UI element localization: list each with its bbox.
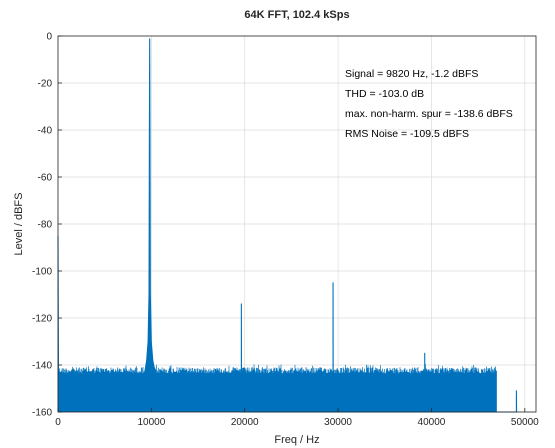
axis-ticks: 0 10000 20000 30000 40000 50000 0 -20 -40 -60 -80 -… (32, 32, 539, 429)
y-tick-label: -20 (38, 79, 53, 90)
y-tick-label: -100 (32, 267, 52, 278)
y-tick-label: -60 (38, 173, 53, 184)
annotation-block: Signal = 9820 Hz, -1.2 dBFS THD = -103.0… (345, 68, 513, 140)
annotation-thd: THD = -103.0 dB (345, 88, 424, 100)
noise-floor (57, 364, 497, 412)
chart-title: 64K FFT, 102.4 kSps (244, 9, 349, 21)
x-tick-label: 0 (55, 417, 61, 428)
x-tick-label: 30000 (324, 417, 352, 428)
x-tick-label: 40000 (418, 417, 446, 428)
fundamental-peak (142, 38, 158, 412)
y-tick-label: -80 (38, 220, 53, 231)
annotation-spur: max. non-harm. spur = -138.6 dBFS (345, 108, 513, 120)
x-tick-label: 20000 (231, 417, 259, 428)
y-tick-label: -40 (38, 126, 53, 137)
x-tick-label: 10000 (137, 417, 165, 428)
y-tick-label: -140 (32, 361, 52, 372)
y-tick-label: -160 (32, 408, 52, 419)
y-axis-label: Level / dBFS (13, 193, 25, 256)
y-tick-label: -120 (32, 314, 52, 325)
x-axis-label: Freq / Hz (274, 434, 319, 446)
annotation-signal: Signal = 9820 Hz, -1.2 dBFS (345, 68, 478, 80)
annotation-rms-noise: RMS Noise = -109.5 dBFS (345, 128, 469, 140)
y-tick-label: 0 (46, 32, 52, 43)
x-tick-label: 50000 (511, 417, 539, 428)
